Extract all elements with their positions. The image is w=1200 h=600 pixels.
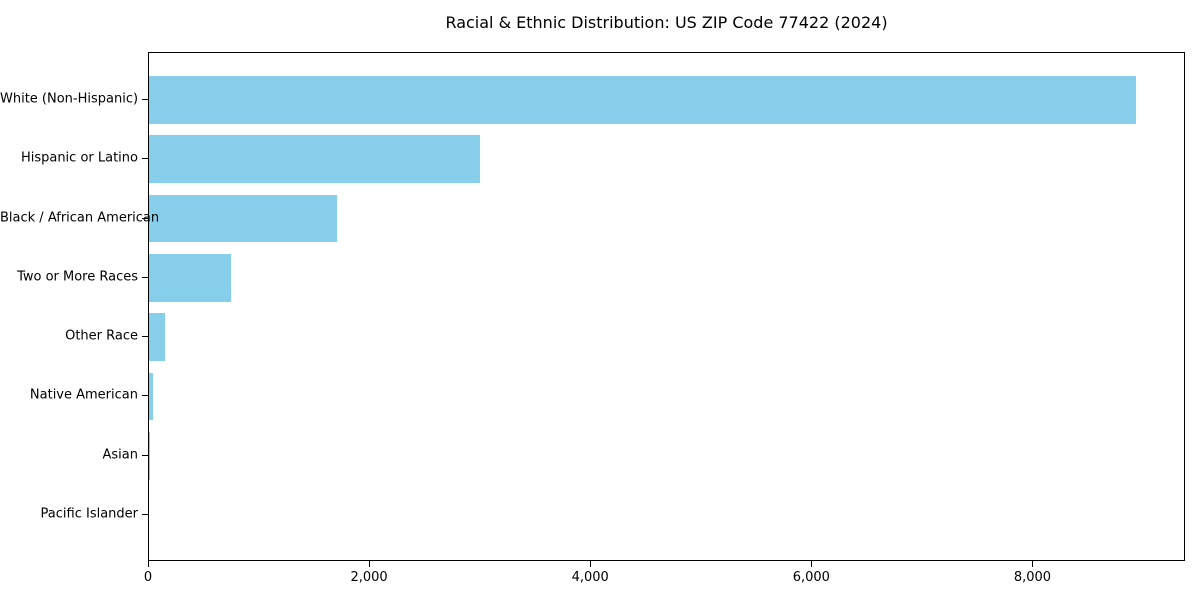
y-tick-mark — [142, 276, 148, 278]
y-tick-label: Native American — [29, 387, 138, 403]
bar-hispanic-or-latino — [149, 135, 480, 183]
x-tick-label: 4,000 — [571, 570, 609, 585]
bar-native-american — [149, 372, 153, 421]
x-tick-mark — [369, 561, 371, 567]
y-tick-mark — [142, 514, 148, 516]
x-tick-mark — [1032, 561, 1034, 567]
bar-two-or-more-races — [149, 254, 231, 302]
y-tick-mark — [142, 158, 148, 160]
bar-black-african-american — [149, 194, 337, 243]
x-tick-label: 8,000 — [1013, 570, 1052, 585]
y-tick-label: Pacific Islander — [40, 506, 138, 522]
chart-title: Racial & Ethnic Distribution: US ZIP Cod… — [445, 13, 888, 32]
x-tick-label: 0 — [143, 570, 153, 585]
bar-white-non-hispanic — [149, 76, 1137, 124]
bar-asian — [149, 432, 151, 480]
plot-area — [148, 52, 1185, 561]
y-tick-label: Asian — [102, 447, 138, 463]
y-tick-mark — [142, 336, 148, 338]
y-tick-label: Hispanic or Latino — [20, 150, 138, 166]
y-tick-label: Other Race — [65, 328, 138, 344]
y-tick-mark — [142, 454, 148, 456]
x-tick-mark — [811, 561, 813, 567]
y-tick-mark — [142, 217, 148, 219]
y-tick-label: Black / African American — [0, 210, 160, 225]
bar-other-race — [149, 313, 166, 361]
x-tick-mark — [590, 561, 592, 567]
x-tick-label: 2,000 — [350, 570, 388, 585]
x-tick-mark — [148, 561, 149, 567]
x-tick-label: 6,000 — [792, 570, 830, 585]
y-tick-mark — [142, 395, 148, 397]
y-tick-label: Two or More Races — [17, 269, 138, 285]
y-tick-label: White (Non-Hispanic) — [0, 91, 139, 107]
y-tick-mark — [142, 98, 148, 100]
